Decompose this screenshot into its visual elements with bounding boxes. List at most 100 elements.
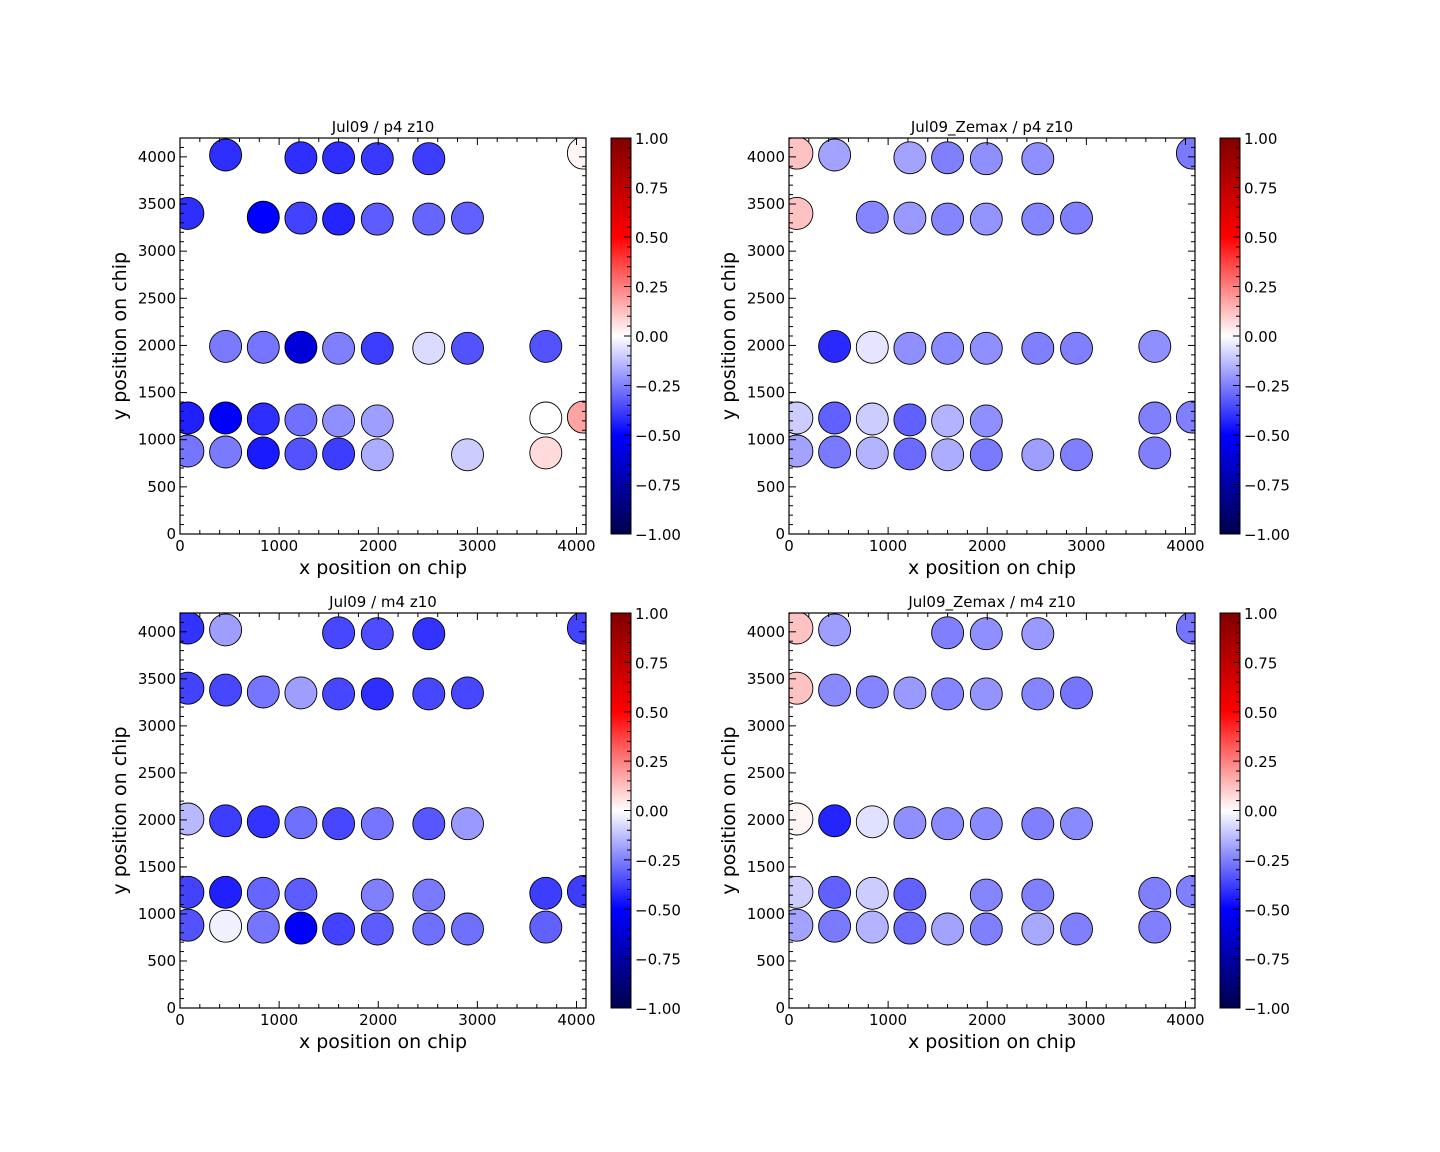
subplot-title: Jul09_Zemax / p4 z10 [910,118,1073,137]
y-tick-label: 1500 [747,384,785,402]
x-tick-label: 0 [175,1011,185,1029]
colorbar-tick-label: −0.25 [1244,852,1290,870]
scatter-point [284,330,318,364]
scatter-point [180,671,205,705]
y-tick-label: 2500 [138,764,176,782]
y-tick-label: 1500 [747,858,785,876]
y-tick-label: 2000 [138,811,176,829]
colorbar-tick-label: 0.25 [635,753,668,771]
scatter-point [322,202,356,236]
scatter-point [818,435,852,469]
scatter-point [566,874,586,908]
colorbar-tick-label: 0.00 [635,803,668,821]
scatter-point [284,877,318,911]
y-tick-label: 500 [756,478,785,496]
y-tick-label: 1500 [138,384,176,402]
y-tick-label: 2000 [747,811,785,829]
colorbar-tick-label: 0.75 [635,180,668,198]
scatter-point [893,676,927,710]
colorbar-tick-label: 0.50 [1244,704,1277,722]
y-tick-label: 0 [775,525,785,543]
scatter-point [322,141,356,175]
colorbar-tick-label: −0.50 [635,427,681,445]
scatter-point [322,807,356,841]
x-tick-label: 1000 [869,537,907,555]
subplot-4: 0 1000 2000 3000 4000 0 500 1000 1500 2000 2500 300… [718,593,1290,1053]
scatter-point [209,329,243,363]
scatter-point [818,909,852,943]
scatter-point [360,202,394,236]
scatter-point [566,138,586,170]
x-tick-label: 3000 [458,1011,496,1029]
colorbar-tick-label: −0.25 [635,378,681,396]
colorbar-tick-label: −1.00 [635,1000,681,1018]
subplot-3: 0 1000 2000 3000 4000 0 500 1000 1500 2000 2500 300… [109,593,681,1053]
y-tick-label: 2000 [747,336,785,354]
scatter-point [1175,400,1195,434]
scatter-point [969,807,1003,841]
scatter-point [246,200,280,234]
y-tick-label: 3000 [138,242,176,260]
y-tick-label: 4000 [747,623,785,641]
scatter-point [284,201,318,235]
scatter-point [451,807,484,841]
scatter-point [789,434,814,468]
scatter-point [246,805,280,839]
y-tick-label: 3000 [747,242,785,260]
scatter-point [818,875,852,909]
scatter-point [1021,142,1055,176]
colorbar-tick-label: 0.50 [1244,229,1277,247]
scatter-point [566,613,586,645]
scatter-point [931,616,965,650]
scatter-point [931,912,965,946]
y-axis-label: y position on chip [718,726,740,894]
scatter-point [209,435,243,469]
colorbar: 1.00 0.75 0.50 0.25 0.00 −0.25 −0.50 −0.75 −1.00 [1219,605,1290,1018]
scatter-point [412,142,446,176]
scatter-point [451,438,484,472]
y-tick-label: 3000 [138,717,176,735]
colorbar-tick-label: −1.00 [635,526,681,544]
scatter-point [360,617,394,651]
scatter-points [180,613,586,946]
scatter-point [893,877,927,911]
scatter-point [360,404,394,438]
scatter-point [451,676,484,710]
y-axis-label: y position on chip [718,252,740,420]
scatter-point [246,876,280,910]
colorbar-tick-label: 0.50 [635,229,668,247]
colorbar-tick-label: −1.00 [1244,526,1290,544]
scatter-point [322,616,356,650]
scatter-point [322,677,356,711]
scatter-point [1021,807,1055,841]
scatter-point [360,677,394,711]
scatter-point [818,673,852,707]
scatter-points [789,138,1195,472]
scatter-point [818,401,852,435]
x-tick-label: 4000 [1166,1011,1204,1029]
scatter-point [789,401,814,435]
scatter-point [931,331,965,365]
scatter-point [789,196,814,230]
colorbar-tick-label: −1.00 [1244,1000,1290,1018]
scatter-point [209,673,243,707]
colorbar-tick-label: 0.75 [1244,654,1277,672]
colorbar-tick-label: 0.75 [635,654,668,672]
scatter-point [855,876,889,910]
scatter-point [855,402,889,436]
colorbar-tick-label: −0.75 [1244,951,1290,969]
scatter-point [529,876,563,910]
scatter-point [789,875,814,909]
scatter-point [180,401,205,435]
colorbar-tick-label: 0.25 [1244,279,1277,297]
scatter-point [1021,878,1055,912]
scatter-point [412,912,446,946]
scatter-point [893,806,927,840]
y-tick-label: 3500 [138,670,176,688]
scatter-point [969,617,1003,651]
x-axis-label: x position on chip [908,557,1076,579]
colorbar-tick-label: −0.25 [635,852,681,870]
x-tick-label: 2000 [968,1011,1006,1029]
scatter-point [180,908,205,942]
scatter-point [931,677,965,711]
